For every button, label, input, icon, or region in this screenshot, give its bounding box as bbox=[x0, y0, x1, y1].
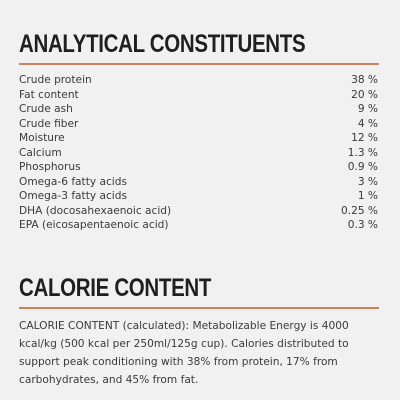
constituent-label: EPA (eicosapentaenoic acid) bbox=[19, 219, 169, 231]
constituent-value: 0.3 % bbox=[347, 219, 378, 231]
constituent-value: 12 % bbox=[351, 132, 378, 144]
constituent-label: Crude ash bbox=[19, 103, 73, 115]
calorie-content-text: CALORIE CONTENT (calculated): Metaboliza… bbox=[19, 320, 349, 386]
constituent-label: Moisture bbox=[19, 132, 65, 144]
constituent-value: 4 % bbox=[357, 117, 378, 130]
constituent-row: Fat content 20 % bbox=[19, 88, 379, 103]
constituent-value: 9 % bbox=[357, 103, 378, 115]
constituents-list: Crude protein 38 % Fat content 20 % Crud… bbox=[19, 73, 379, 233]
constituent-row: Phosphorus 0.9 % bbox=[19, 160, 379, 175]
constituent-value: 20 % bbox=[351, 88, 378, 101]
constituent-value: 0.9 % bbox=[347, 161, 378, 173]
constituent-label: Crude fiber bbox=[19, 117, 79, 130]
constituent-row: Moisture 12 % bbox=[19, 131, 379, 146]
constituent-row: Omega-3 fatty acids 1 % bbox=[19, 189, 379, 204]
constituent-row: DHA (docosahexaenoic acid) 0.25 % bbox=[19, 204, 379, 219]
constituent-value: 1.3 % bbox=[347, 146, 378, 159]
constituent-row: Omega-6 fatty acids 3 % bbox=[19, 175, 379, 190]
calorie-content-heading: CALORIE CONTENT bbox=[19, 274, 212, 302]
constituent-row: Crude fiber 4 % bbox=[19, 117, 379, 132]
constituent-label: Fat content bbox=[19, 88, 79, 101]
constituent-label: Omega-3 fatty acids bbox=[19, 190, 127, 202]
constituent-label: Calcium bbox=[19, 146, 62, 159]
heading-divider bbox=[19, 307, 379, 309]
constituent-label: DHA (docosahexaenoic acid) bbox=[19, 204, 172, 217]
constituent-value: 38 % bbox=[351, 74, 378, 86]
heading-divider bbox=[19, 63, 379, 65]
analytical-constituents-heading: ANALYTICAL CONSTITUENTS bbox=[19, 30, 306, 58]
constituent-value: 3 % bbox=[357, 175, 378, 188]
constituent-value: 0.25 % bbox=[340, 204, 378, 217]
constituent-label: Crude protein bbox=[19, 74, 92, 86]
constituent-row: Calcium 1.3 % bbox=[19, 146, 379, 161]
analytical-constituents-section: ANALYTICAL CONSTITUENTS Crude protein 38… bbox=[19, 30, 379, 233]
constituent-label: Phosphorus bbox=[19, 161, 81, 173]
constituent-label: Omega-6 fatty acids bbox=[19, 175, 127, 188]
constituent-value: 1 % bbox=[357, 190, 378, 202]
constituent-row: Crude protein 38 % bbox=[19, 73, 379, 88]
constituent-row: Crude ash 9 % bbox=[19, 102, 379, 117]
constituent-row: EPA (eicosapentaenoic acid) 0.3 % bbox=[19, 218, 379, 233]
calorie-content-section: CALORIE CONTENT CALORIE CONTENT (calcula… bbox=[19, 274, 379, 389]
